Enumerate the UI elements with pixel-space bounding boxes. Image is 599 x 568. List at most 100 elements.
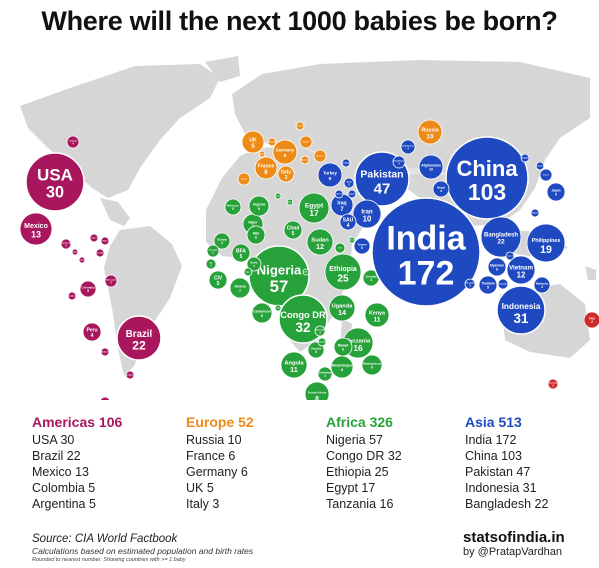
bubble-label: Angola bbox=[284, 360, 304, 366]
bubble-label: CAR 1 bbox=[304, 271, 309, 274]
bubble-label: Ecuador 2 bbox=[68, 296, 76, 298]
bubble-circle bbox=[25, 152, 85, 212]
bubble-value: 3 bbox=[348, 183, 350, 186]
land-shape bbox=[585, 266, 596, 280]
bubble-label: Jordan 1 bbox=[349, 194, 356, 196]
bubble-circle bbox=[295, 121, 305, 131]
bubble-label: N. Korea 2 bbox=[536, 166, 544, 168]
bubble-label: Taiwan 1 bbox=[532, 213, 539, 215]
bubble-label: Libya 1 bbox=[287, 202, 293, 204]
bubble-label: China bbox=[456, 156, 518, 181]
bubble-value: 30 bbox=[46, 183, 64, 201]
legend-item: Ethiopia 25 bbox=[326, 465, 389, 479]
bubble-circle bbox=[100, 347, 110, 357]
bubble-circle bbox=[205, 258, 217, 270]
bubble-cuba: Cuba 1 bbox=[89, 233, 99, 243]
bubble-circle bbox=[78, 256, 86, 264]
bubble-circle bbox=[314, 325, 326, 337]
bubble-libya: Libya 1 bbox=[286, 198, 294, 206]
bubble-label: Iraq bbox=[337, 200, 346, 206]
bubble-label: Togo 2 bbox=[245, 272, 250, 274]
bubble-circle bbox=[535, 161, 545, 171]
bubble-label: Bolivia 2 bbox=[102, 352, 109, 354]
bubble-label: France bbox=[258, 163, 275, 169]
bubble-label: Italy bbox=[281, 170, 291, 176]
bubble-label: Senegal bbox=[209, 250, 218, 252]
bubble-value: 6 bbox=[361, 246, 363, 250]
author-handle: by @PratapVardhan bbox=[463, 546, 563, 558]
bubble-label: Congo 1 bbox=[275, 308, 281, 310]
bubble-spain: Spain 3 bbox=[237, 172, 251, 186]
bubble-value: 10 bbox=[426, 133, 434, 140]
bubble-circle bbox=[248, 195, 270, 217]
bubble-value: 6 bbox=[284, 153, 287, 159]
bubble-circle bbox=[229, 277, 251, 299]
bubble-label: Ethiopia bbox=[329, 266, 357, 273]
bubble-paraguay: Paraguay 1 bbox=[125, 370, 135, 380]
bubble-circle bbox=[371, 197, 481, 307]
bubble-label: Madagascar bbox=[363, 362, 382, 366]
bubble-label: Israel 1 bbox=[336, 194, 342, 196]
bubble-value: 6 bbox=[496, 268, 498, 272]
bubble-jordan: Jordan 1 bbox=[347, 189, 357, 199]
bubble-ss: SS 3 bbox=[334, 242, 346, 254]
bubble-label: Russia bbox=[421, 127, 438, 133]
bubble-taiwan: Taiwan 1 bbox=[530, 208, 540, 218]
bubble-togo: Togo 2 bbox=[243, 267, 253, 277]
bubble-label: Niger bbox=[248, 221, 258, 225]
bubble-circle bbox=[341, 158, 351, 168]
bubble-honduras: Honduras 1 bbox=[71, 248, 79, 256]
bubble-circle bbox=[317, 366, 333, 382]
bubble-label: Somalia bbox=[365, 275, 376, 279]
bubble-burundi: Burundi 3 bbox=[317, 337, 327, 347]
bubble-circle bbox=[246, 256, 262, 272]
bubble-value: 6 bbox=[255, 236, 257, 240]
bubble-circle bbox=[60, 238, 72, 250]
bubble-circle bbox=[334, 189, 344, 199]
bubble-haiti: Haiti 2 bbox=[100, 236, 110, 246]
bubble-label: Zimbabwe bbox=[319, 372, 332, 375]
bubble-circle bbox=[206, 244, 220, 258]
legend-heading: Africa 326 bbox=[326, 414, 393, 430]
bubble-value: 4 bbox=[407, 147, 409, 150]
rounding-note: Rounded to nearest number. Showing count… bbox=[32, 557, 186, 563]
bubble-circle bbox=[224, 198, 242, 216]
bubble-value: 4 bbox=[72, 142, 74, 145]
legend-item: Indonesia 31 bbox=[465, 481, 537, 495]
bubble-value: 11 bbox=[290, 365, 298, 374]
bubble-circle bbox=[82, 322, 102, 342]
bubble-label: Afghanistan bbox=[421, 164, 441, 168]
bubble-circle bbox=[71, 248, 79, 256]
bubble-circle bbox=[539, 168, 553, 182]
bubble-label: Poland 3 bbox=[303, 142, 310, 144]
bubble-cambodia: Cambodia 2 bbox=[497, 278, 509, 290]
bubble-value: 2 bbox=[469, 284, 471, 287]
bubble-label: Zambia bbox=[311, 347, 322, 351]
legend-heading: Europe 52 bbox=[186, 414, 254, 430]
bubble-circle bbox=[324, 253, 362, 291]
bubble-label: Egypt bbox=[305, 202, 324, 209]
bubble-circle bbox=[445, 136, 529, 220]
legend-column-asia: Asia 513 India 172 China 103 Pakistan 47 Ind… bbox=[465, 414, 548, 512]
bubble-value: 5 bbox=[87, 289, 89, 293]
bubble-circle bbox=[79, 280, 97, 298]
bubble-value: 2 bbox=[210, 264, 212, 267]
bubble-circle bbox=[353, 237, 371, 255]
bubble-circle bbox=[520, 153, 530, 163]
legend-column-africa: Africa 326 Nigeria 57 Congo DR 32 Ethiopia … bbox=[326, 414, 402, 512]
bubble-label: India bbox=[386, 219, 466, 257]
bubble-korea: Korea 3 bbox=[539, 168, 553, 182]
bubble-label: Malaysia bbox=[536, 282, 548, 286]
